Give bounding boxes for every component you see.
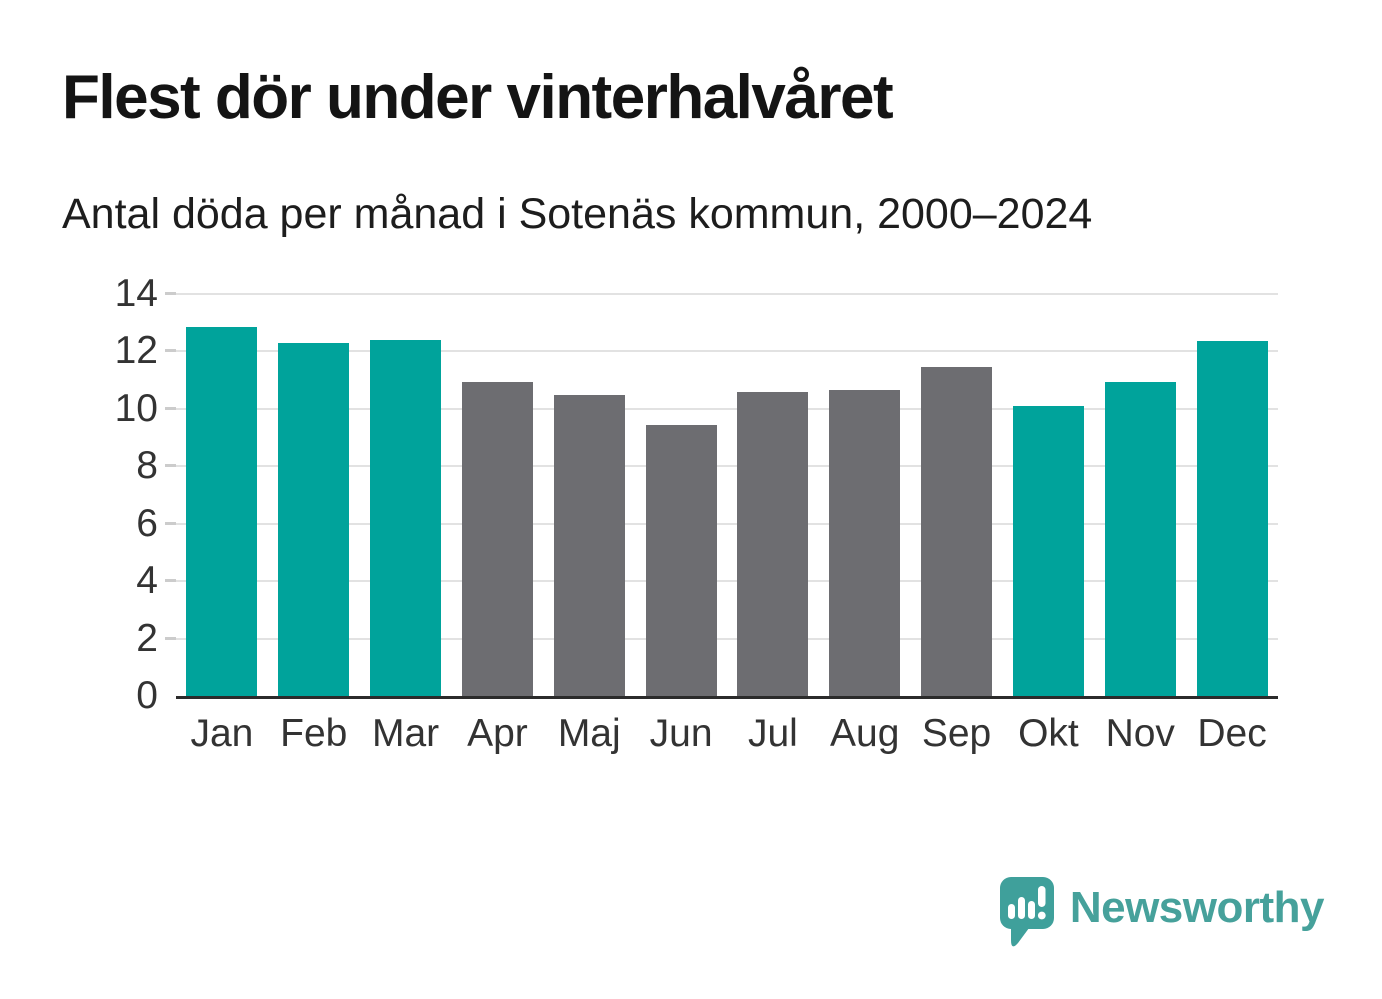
gridline-4 xyxy=(176,580,1278,583)
bar-feb xyxy=(278,342,350,696)
x-label-apr: Apr xyxy=(467,712,528,755)
x-label-jun: Jun xyxy=(649,712,713,755)
bar-okt xyxy=(1012,406,1084,696)
y-tick-4 xyxy=(165,579,176,583)
y-tick-label-10: 10 xyxy=(114,386,158,430)
gridline-10 xyxy=(176,407,1278,410)
gridline-8 xyxy=(176,465,1278,468)
y-tick-14 xyxy=(165,292,176,295)
x-label-nov: Nov xyxy=(1105,712,1175,755)
x-label-feb: Feb xyxy=(280,712,348,755)
bar-aug xyxy=(829,390,901,696)
x-label-okt: Okt xyxy=(1018,712,1079,755)
y-tick-label-8: 8 xyxy=(136,444,158,488)
x-label-sep: Sep xyxy=(921,712,992,755)
y-tick-label-4: 4 xyxy=(136,559,158,603)
bar-dec xyxy=(1196,341,1268,696)
bar-jan xyxy=(186,327,258,696)
bar-mar xyxy=(370,339,442,696)
chart-subtitle: Antal döda per månad i Sotenäs kommun, 2… xyxy=(62,190,1093,238)
y-tick-2 xyxy=(165,636,176,640)
x-label-aug: Aug xyxy=(830,712,900,755)
gridline-6 xyxy=(176,522,1278,525)
x-label-maj: Maj xyxy=(557,712,621,755)
chart-title: Flest dör under vinterhalvåret xyxy=(62,63,894,132)
newsworthy-logo-text: Newsworthy xyxy=(1069,883,1325,932)
y-tick-6 xyxy=(165,521,176,525)
x-label-jan: Jan xyxy=(190,712,254,755)
newsworthy-logo: Newsworthy xyxy=(999,876,1325,952)
y-tick-10 xyxy=(165,406,176,410)
bar-sep xyxy=(921,367,993,696)
plot-area xyxy=(165,292,1278,699)
x-label-mar: Mar xyxy=(371,712,440,755)
y-tick-8 xyxy=(165,464,176,468)
bar-jul xyxy=(737,391,809,696)
y-tick-label-6: 6 xyxy=(136,501,158,545)
newsworthy-logo-icon xyxy=(999,877,1054,947)
y-tick-label-2: 2 xyxy=(136,616,158,660)
y-tick-12 xyxy=(165,349,176,353)
x-label-dec: Dec xyxy=(1197,712,1267,755)
bar-nov xyxy=(1104,381,1176,696)
y-tick-label-14: 14 xyxy=(114,272,158,315)
bar-maj xyxy=(553,394,625,696)
x-label-jul: Jul xyxy=(747,712,798,755)
gridline-2 xyxy=(176,637,1278,640)
bar-apr xyxy=(461,381,533,696)
gridline-14 xyxy=(176,293,1278,295)
y-tick-label-12: 12 xyxy=(114,329,158,373)
y-tick-label-0: 0 xyxy=(136,674,158,717)
gridline-12 xyxy=(176,350,1278,353)
bar-jun xyxy=(645,424,717,696)
